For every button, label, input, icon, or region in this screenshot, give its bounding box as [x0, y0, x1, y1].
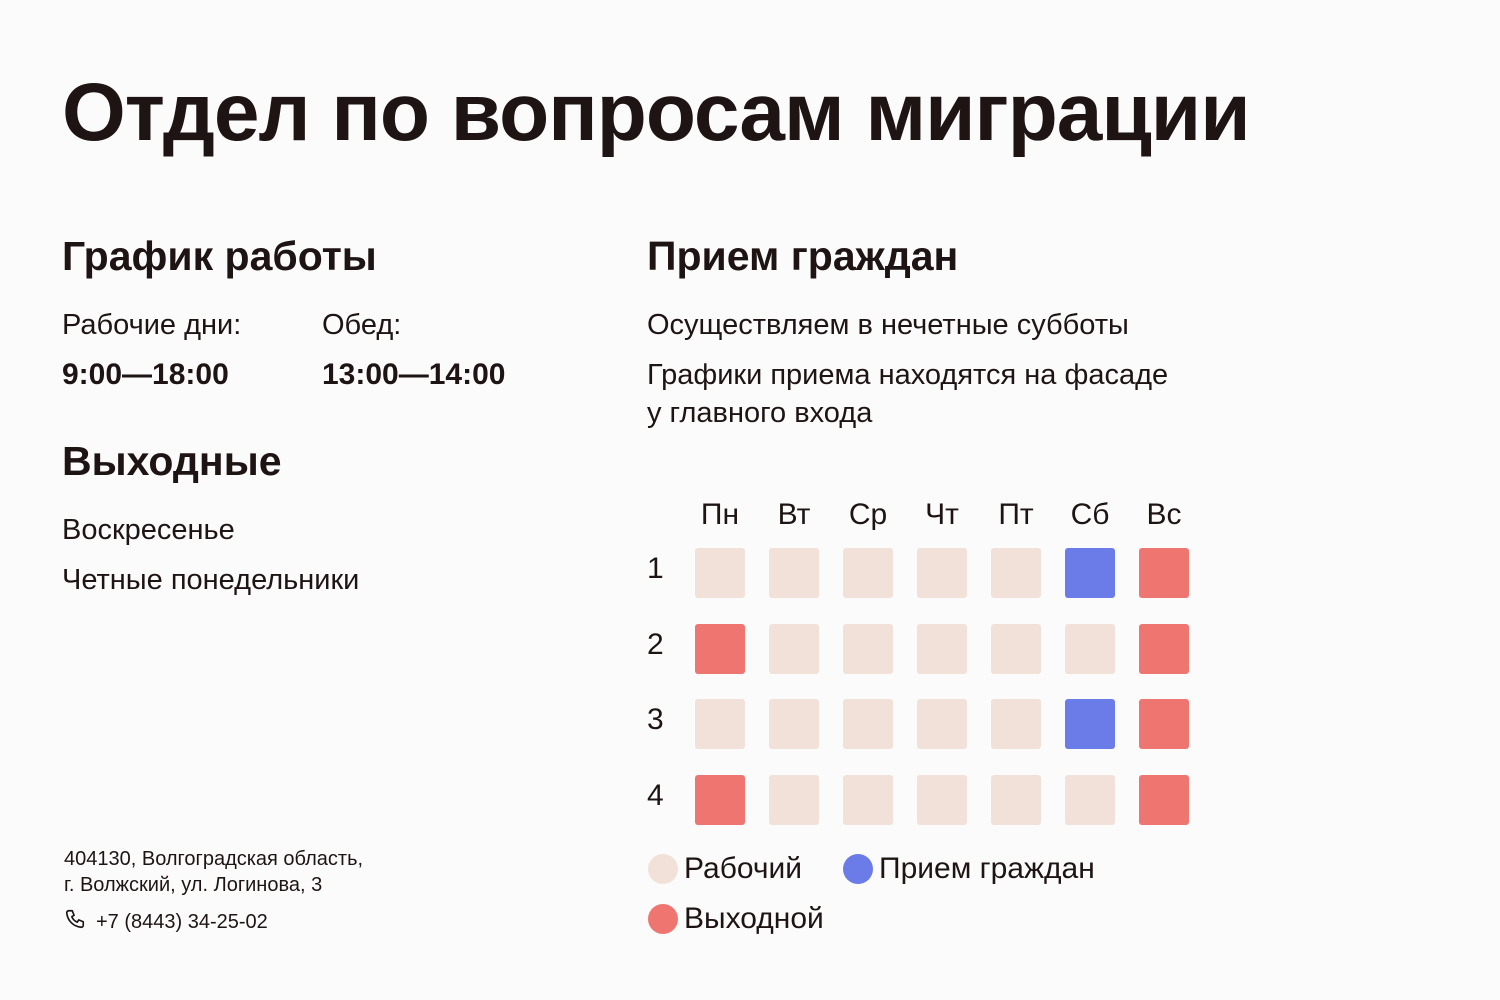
calendar-week-number: 3: [647, 703, 664, 736]
calendar-day-header: Вт: [777, 498, 811, 531]
day-off-item: Воскресенье: [62, 514, 235, 546]
lunch-label: Обед:: [322, 309, 402, 341]
calendar-cell-work: [1065, 775, 1115, 825]
calendar-cell-work: [769, 699, 819, 749]
reception-heading: Прием граждан: [647, 233, 959, 279]
calendar-day-header: Ср: [848, 498, 888, 531]
calendar-cell-work: [843, 624, 893, 674]
calendar-cell-work: [769, 775, 819, 825]
calendar-cell-work: [917, 699, 967, 749]
calendar-cell-reception: [1065, 548, 1115, 598]
lunch-hours: 13:00—14:00: [322, 358, 506, 391]
page-title: Отдел по вопросам миграции: [62, 67, 1251, 158]
calendar-cell-work: [769, 624, 819, 674]
workdays-label: Рабочие дни:: [62, 309, 242, 341]
address-line-1: 404130, Волгоградская область,: [64, 848, 364, 870]
phone-icon: [64, 908, 86, 937]
calendar-cell-off: [1139, 699, 1189, 749]
address-line-2: г. Волжский, ул. Логинова, 3: [64, 874, 323, 896]
calendar-cell-work: [843, 775, 893, 825]
calendar-day-header: Сб: [1070, 498, 1110, 531]
legend-work: Рабочий: [648, 854, 802, 884]
legend-reception: Прием граждан: [843, 854, 1095, 884]
phone-number[interactable]: +7 (8443) 34-25-02: [96, 910, 268, 933]
calendar-cell-off: [695, 775, 745, 825]
days-off-heading: Выходные: [62, 438, 282, 484]
calendar-cell-work: [695, 548, 745, 598]
calendar-week-number: 1: [647, 552, 664, 585]
reception-line-1: Осуществляем в нечетные субботы: [647, 309, 1129, 341]
calendar-cell-work: [991, 548, 1041, 598]
calendar-day-header: Вс: [1146, 498, 1182, 531]
calendar-day-header: Пт: [998, 498, 1034, 531]
work-schedule-heading: График работы: [62, 233, 377, 279]
calendar-day-header: Пн: [700, 498, 740, 531]
calendar-cell-work: [991, 775, 1041, 825]
calendar-cell-off: [1139, 548, 1189, 598]
reception-line-3: у главного входа: [647, 397, 873, 429]
calendar-day-header: Чт: [925, 498, 959, 531]
calendar-week-number: 2: [647, 628, 664, 661]
calendar-cell-work: [991, 624, 1041, 674]
calendar-cell-work: [917, 624, 967, 674]
calendar-cell-work: [1065, 624, 1115, 674]
calendar-cell-work: [843, 699, 893, 749]
reception-line-2: Графики приема находятся на фасаде: [647, 359, 1169, 391]
legend-off: Выходной: [648, 904, 824, 934]
calendar-cell-work: [991, 699, 1041, 749]
calendar-cell-work: [695, 699, 745, 749]
legend-work-swatch: [648, 854, 678, 884]
calendar-cell-off: [695, 624, 745, 674]
legend-off-label: Выходной: [684, 902, 824, 935]
legend-off-swatch: [648, 904, 678, 934]
legend-reception-label: Прием граждан: [879, 852, 1095, 885]
legend-reception-swatch: [843, 854, 873, 884]
calendar-cell-reception: [1065, 699, 1115, 749]
calendar-cell-work: [769, 548, 819, 598]
calendar-cell-work: [917, 775, 967, 825]
legend-work-label: Рабочий: [684, 852, 803, 885]
calendar-cell-off: [1139, 624, 1189, 674]
calendar-cell-work: [843, 548, 893, 598]
day-off-item: Четные понедельники: [62, 564, 360, 596]
calendar-cell-work: [917, 548, 967, 598]
calendar-week-number: 4: [647, 779, 664, 812]
calendar-cell-off: [1139, 775, 1189, 825]
workdays-hours: 9:00—18:00: [62, 358, 229, 391]
phone-row: +7 (8443) 34-25-02: [64, 908, 268, 937]
